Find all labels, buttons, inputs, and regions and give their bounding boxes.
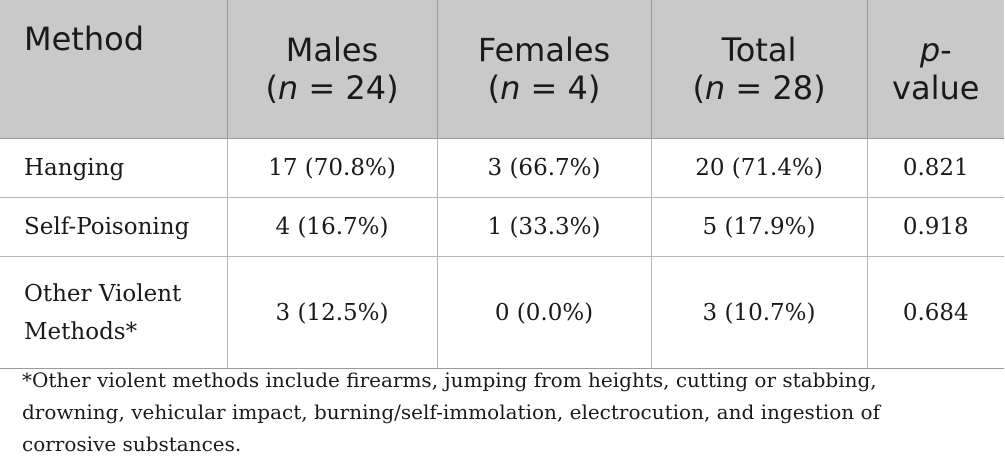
header-method-label: Method (24, 20, 145, 58)
cell-males: 4 (16.7%) (226, 197, 438, 257)
cell-method: Hanging (0, 138, 228, 198)
cell-males: 17 (70.8%) (226, 138, 438, 198)
cell-p-value: 0.684 (866, 256, 1004, 369)
cell-total: 5 (17.9%) (650, 197, 868, 257)
cell-total: 3 (10.7%) (650, 256, 868, 369)
cell-method: Self-Poisoning (0, 197, 228, 257)
header-p-value-line2: value (892, 69, 980, 107)
header-total-count: (n = 28) (692, 69, 826, 107)
header-females-count: (n = 4) (487, 69, 601, 107)
header-method: Method (0, 0, 228, 139)
cell-method-line2: Methods* (24, 318, 138, 345)
cell-total: 20 (71.4%) (650, 138, 868, 198)
header-males-label: Males (285, 31, 379, 69)
footnote-line: drowning, vehicular impact, burning/self… (22, 400, 880, 424)
footnote-line: *Other violent methods include firearms,… (22, 368, 877, 392)
cell-females: 3 (66.7%) (436, 138, 652, 198)
header-males-count: (n = 24) (265, 69, 399, 107)
header-females: Females (n = 4) (436, 0, 652, 139)
method-by-sex-table: Method Males (n = 24) Females (n = 4) To… (0, 0, 1004, 369)
cell-method: Other Violent Methods* (0, 256, 228, 369)
header-row: Method Males (n = 24) Females (n = 4) To… (0, 0, 1004, 139)
table-body: Hanging 17 (70.8%) 3 (66.7%) 20 (71.4%) … (0, 138, 1004, 369)
header-total-label: Total (721, 31, 797, 69)
header-p-value-line1: p- (919, 31, 952, 69)
cell-females: 1 (33.3%) (436, 197, 652, 257)
results-table-container: Method Males (n = 24) Females (n = 4) To… (0, 0, 1004, 369)
cell-males: 3 (12.5%) (226, 256, 438, 369)
header-females-label: Females (477, 31, 611, 69)
cell-p-value: 0.821 (866, 138, 1004, 198)
header-total: Total (n = 28) (650, 0, 868, 139)
table-header: Method Males (n = 24) Females (n = 4) To… (0, 0, 1004, 139)
cell-method-line1: Other Violent (24, 280, 182, 307)
footnote-line: corrosive substances. (22, 432, 242, 456)
table-footnote: *Other violent methods include firearms,… (22, 364, 992, 460)
table-row: Hanging 17 (70.8%) 3 (66.7%) 20 (71.4%) … (0, 138, 1004, 198)
header-p-value: p- value (866, 0, 1004, 139)
header-males: Males (n = 24) (226, 0, 438, 139)
table-row: Other Violent Methods* 3 (12.5%) 0 (0.0%… (0, 256, 1004, 369)
cell-p-value: 0.918 (866, 197, 1004, 257)
table-row: Self-Poisoning 4 (16.7%) 1 (33.3%) 5 (17… (0, 197, 1004, 257)
cell-females: 0 (0.0%) (436, 256, 652, 369)
